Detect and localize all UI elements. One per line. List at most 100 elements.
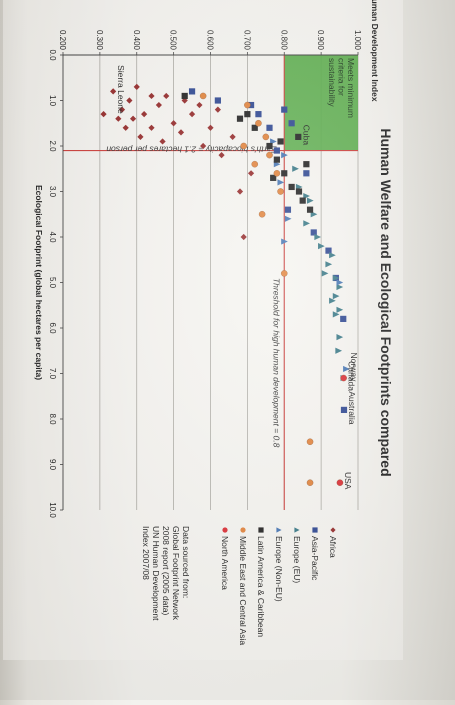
sustainability-box-label-line: Meets minimum [346, 58, 356, 118]
annotation-label: USA [343, 472, 353, 490]
point-africa [126, 97, 133, 104]
point-middle-east-and-central-asia [262, 133, 270, 141]
point-europe-non-eu- [281, 238, 288, 245]
point-middle-east-and-central-asia [244, 101, 251, 109]
point-asia-pacific [214, 97, 221, 104]
point-europe-eu- [336, 334, 344, 341]
point-latin-america-caribbean [273, 156, 280, 163]
point-latin-america-caribbean [288, 183, 295, 191]
annotation-label: Norway [349, 353, 359, 383]
annotation-label: Sierra Leone [116, 65, 126, 114]
point-africa [129, 115, 137, 122]
legend: Africa Asia-Pacific Europe (EU) Europe (Non… [220, 527, 338, 645]
point-asia-pacific [325, 247, 332, 254]
point-asia-pacific [288, 120, 295, 127]
point-africa [247, 170, 255, 177]
point-europe-eu- [335, 347, 343, 354]
legend-marker-europe-non-eu- [276, 527, 282, 533]
point-north-america [336, 479, 344, 486]
point-africa [188, 111, 196, 118]
point-asia-pacific [340, 315, 347, 322]
point-africa [196, 101, 203, 109]
point-africa [148, 92, 155, 100]
point-europe-eu- [314, 233, 322, 241]
x-tick-label: 6.0 [48, 322, 57, 334]
point-africa [159, 138, 166, 145]
point-europe-eu- [325, 261, 333, 268]
point-europe-eu- [306, 197, 314, 204]
hdi-threshold-label: Threshold for high human development = 0… [271, 278, 281, 448]
y-tick-label: 1.000 [353, 30, 362, 51]
point-africa [236, 188, 244, 195]
point-europe-eu- [303, 220, 310, 227]
point-africa [137, 133, 144, 140]
point-africa [229, 133, 236, 140]
y-tick-label: 0.200 [58, 30, 67, 51]
point-middle-east-and-central-asia [258, 210, 266, 218]
legend-label: Latin America & Caribbean [256, 536, 266, 637]
point-latin-america-caribbean [181, 92, 188, 100]
legend-label: North America [220, 536, 230, 590]
point-middle-east-and-central-asia [277, 188, 284, 195]
point-middle-east-and-central-asia [251, 160, 259, 168]
x-tick-label: 1.0 [48, 95, 57, 107]
point-africa [148, 124, 155, 131]
annotation-label: Australia [347, 391, 357, 424]
point-africa [214, 106, 221, 113]
point-europe-eu- [318, 243, 325, 250]
point-latin-america-caribbean [281, 170, 288, 177]
y-tick-label: 0.600 [206, 30, 215, 51]
point-africa [100, 111, 107, 118]
legend-marker-europe-eu- [294, 527, 300, 533]
chart-title: Human Welfare and Ecological Footprints … [378, 128, 394, 476]
point-asia-pacific [284, 206, 292, 213]
legend-marker-north-america [222, 527, 228, 533]
point-latin-america-caribbean [306, 206, 314, 213]
point-africa [118, 106, 126, 113]
point-africa [240, 233, 247, 241]
point-asia-pacific [303, 170, 310, 177]
point-latin-america-caribbean [244, 111, 251, 118]
annotation-label: Cuba [301, 125, 311, 146]
point-europe-eu- [329, 297, 336, 304]
point-africa [163, 92, 170, 100]
sustainability-box [284, 55, 358, 151]
x-axis-title: Ecological Footprint (global hectares pe… [34, 185, 44, 380]
legend-label: Europe (EU) [292, 536, 302, 583]
legend-label: Africa [328, 536, 338, 558]
threshold-lines [63, 55, 358, 510]
point-middle-east-and-central-asia [280, 270, 288, 277]
sustainability-box-label-line: sustainability [327, 58, 337, 107]
legend-marker-latin-america-caribbean [258, 527, 264, 533]
point-asia-pacific [266, 124, 273, 131]
point-middle-east-and-central-asia [240, 142, 247, 150]
source-note: Data sourced from:Global Footprint Netwo… [141, 526, 191, 621]
point-europe-non-eu- [281, 152, 288, 159]
point-europe-eu- [332, 274, 340, 282]
point-europe-eu- [336, 283, 344, 291]
point-middle-east-and-central-asia [273, 170, 281, 177]
y-tick-label: 0.700 [242, 30, 251, 51]
point-europe-eu- [336, 306, 344, 313]
x-tick-label: 3.0 [48, 186, 57, 198]
point-middle-east-and-central-asia [199, 92, 207, 100]
point-europe-eu- [329, 252, 336, 259]
point-asia-pacific [273, 147, 280, 154]
point-latin-america-caribbean [295, 133, 302, 141]
point-europe-non-eu- [343, 365, 350, 373]
x-tick-label: 9.0 [48, 459, 57, 471]
legend-marker-middle-east-and-central-asia [240, 527, 246, 533]
source-note-line: Index 2007/08 [141, 526, 151, 580]
plot-background [3, 0, 403, 660]
point-africa [110, 88, 117, 95]
point-europe-eu- [321, 270, 329, 277]
point-latin-america-caribbean [266, 142, 273, 150]
point-asia-pacific [340, 406, 348, 413]
point-africa [155, 101, 162, 109]
point-asia-pacific [281, 106, 288, 113]
y-tick-label: 0.500 [169, 30, 178, 51]
point-latin-america-caribbean [270, 174, 277, 181]
point-latin-america-caribbean [295, 188, 303, 195]
